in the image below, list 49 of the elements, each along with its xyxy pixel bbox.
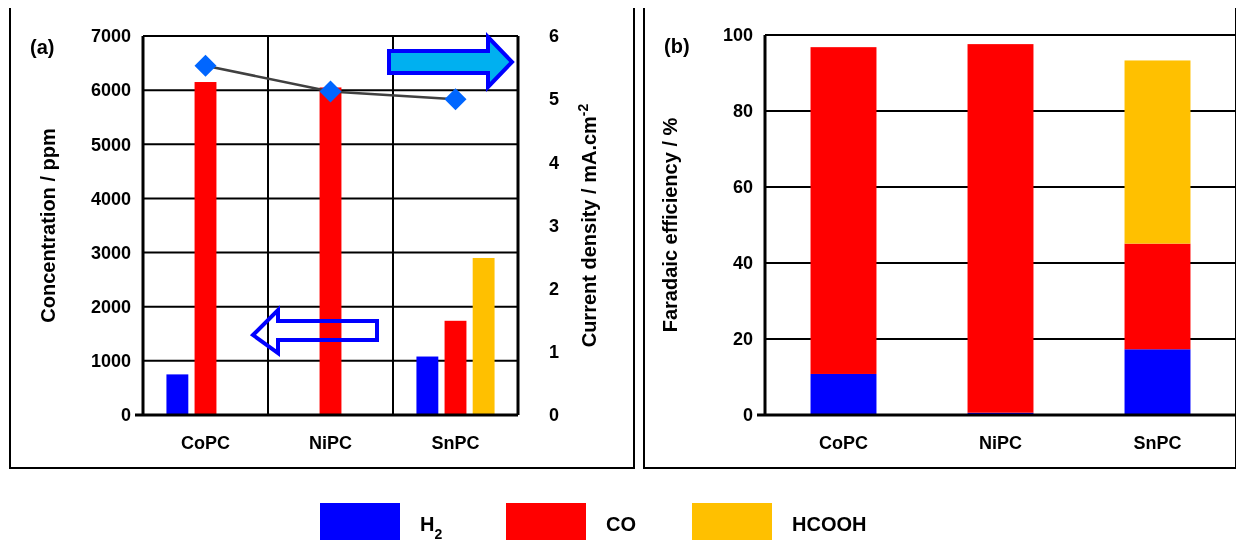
y2-tick-label: 2 <box>548 278 560 299</box>
x-tick-label: SnPC <box>431 433 480 453</box>
y-tick-label: 6000 <box>90 80 131 101</box>
y-axis-title: Concentration / ppm <box>37 128 59 323</box>
x-tick-label: NiPC <box>978 433 1023 453</box>
x-tick-label: NiPC <box>308 433 353 453</box>
chart-title: (b) <box>664 35 690 57</box>
y-tick-label: 5000 <box>90 134 131 155</box>
bar <box>472 257 495 415</box>
legend-label: HCOOH <box>792 513 867 535</box>
y2-tick-label: 0 <box>548 405 560 426</box>
x-tick-label: CoPC <box>181 433 230 453</box>
point <box>444 88 467 111</box>
legend-label: CO <box>606 513 636 535</box>
bar <box>810 373 877 415</box>
x-tick-label: CoPC <box>819 433 868 453</box>
legend-label: H$_{2}$ <box>420 513 443 542</box>
y-tick-label: 100 <box>722 25 753 46</box>
bar <box>1124 243 1191 350</box>
y2-tick-label: 1 <box>548 342 560 363</box>
y2-tick-label: 6 <box>548 26 560 47</box>
x-tick-label: SnPC <box>1133 433 1182 453</box>
bar <box>319 87 342 415</box>
y2-tick-label: 4 <box>548 152 560 173</box>
bar <box>444 320 467 415</box>
y2-tick-label: 5 <box>548 89 560 110</box>
y-tick-label: 80 <box>732 101 753 122</box>
bar <box>1124 349 1191 415</box>
bar <box>194 82 217 415</box>
y-axis-title: Faradaic efficiency / % <box>659 117 681 333</box>
y-tick-label: 2000 <box>90 297 131 318</box>
y-tick-label: 3000 <box>90 242 131 263</box>
chart-title: (a) <box>30 36 55 58</box>
y-tick-label: 0 <box>742 405 753 426</box>
y-tick-label: 7000 <box>90 26 131 47</box>
point <box>194 54 217 77</box>
bar <box>166 374 189 415</box>
y-tick-label: 1000 <box>90 351 131 372</box>
bar <box>416 356 439 415</box>
y2-tick-label: 3 <box>548 215 560 236</box>
point <box>319 80 342 103</box>
bar <box>967 44 1034 413</box>
y-tick-label: 40 <box>732 253 753 274</box>
y-tick-label: 4000 <box>90 188 131 209</box>
y-tick-label: 0 <box>120 405 131 426</box>
y-tick-label: 60 <box>732 177 753 198</box>
bar <box>810 47 877 374</box>
y-tick-label: 20 <box>732 329 753 350</box>
bar <box>1124 60 1191 244</box>
